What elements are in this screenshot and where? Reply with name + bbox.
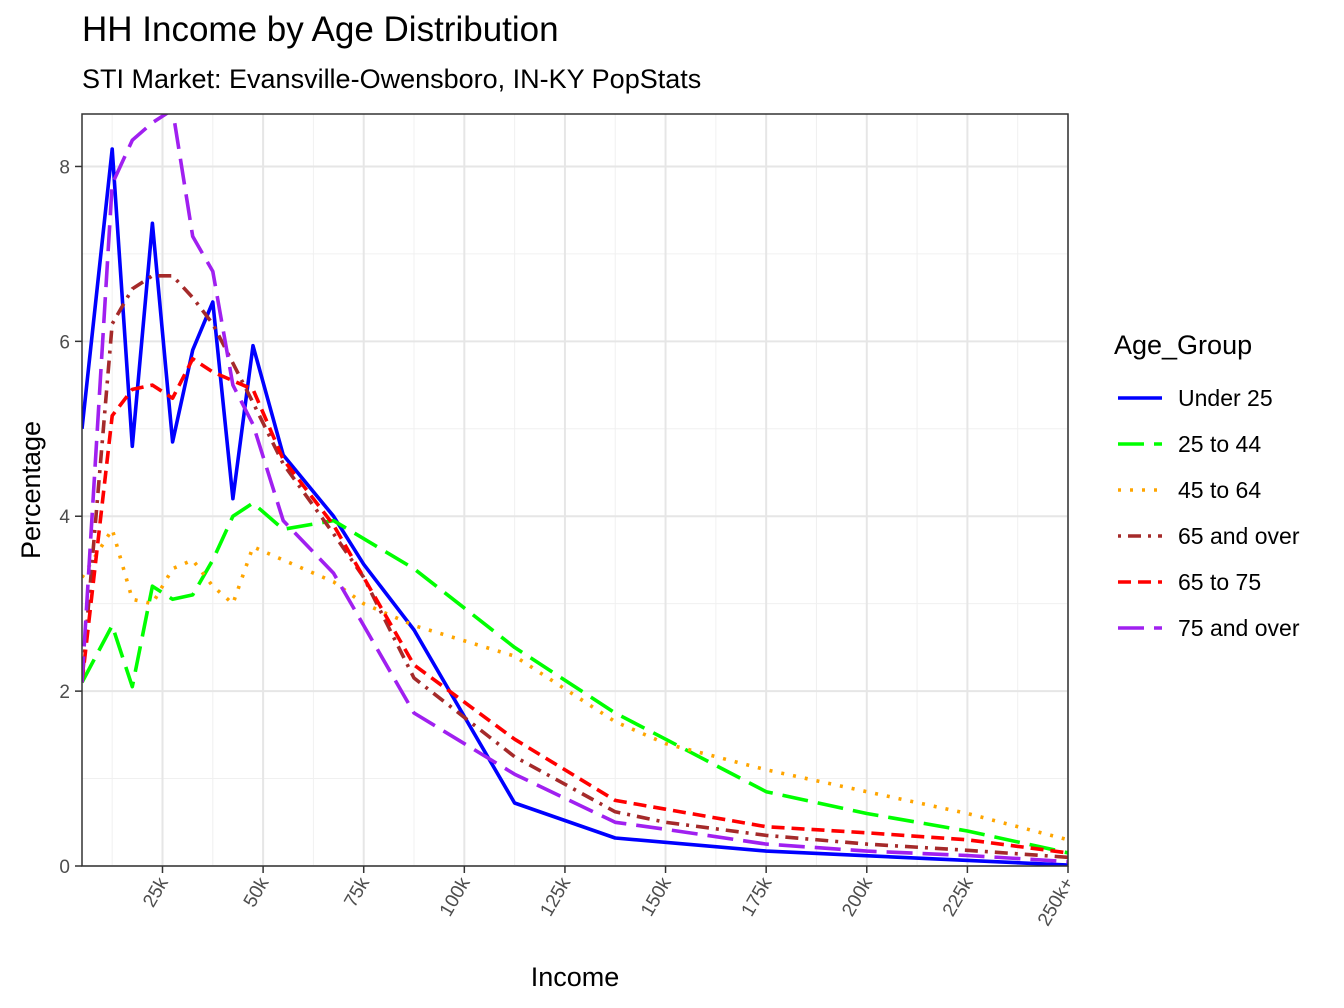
x-tick-label: 225k bbox=[939, 874, 978, 921]
x-tick-label: 50k bbox=[240, 874, 274, 911]
legend-key bbox=[1118, 580, 1162, 584]
legend-item: Under 25 bbox=[1114, 375, 1299, 421]
y-tick-label: 6 bbox=[59, 332, 70, 353]
y-axis: 0 2 4 6 8 bbox=[59, 157, 82, 878]
legend-key bbox=[1118, 442, 1162, 446]
legend-key bbox=[1118, 396, 1162, 400]
legend-key bbox=[1118, 534, 1162, 538]
y-tick-label: 4 bbox=[59, 507, 70, 528]
x-tick-label: 175k bbox=[738, 874, 777, 921]
y-tick-label: 2 bbox=[59, 682, 70, 703]
x-tick-label: 250k+ bbox=[1034, 874, 1078, 930]
legend-item: 65 and over bbox=[1114, 513, 1299, 559]
legend-label: 75 and over bbox=[1178, 614, 1300, 641]
plot-border bbox=[81, 113, 1069, 867]
legend: Age_Group Under 25 25 to 44 45 to 64 65 and… bbox=[1114, 330, 1299, 651]
x-tick-label: 125k bbox=[536, 874, 575, 921]
legend-key bbox=[1118, 488, 1162, 492]
legend-label: 45 to 64 bbox=[1178, 476, 1262, 503]
x-tick-label: 200k bbox=[838, 874, 877, 921]
legend-item: 75 and over bbox=[1114, 605, 1299, 651]
x-axis: 25k 50k 75k 100k 125k 150k 175k 200k 225k 250k+ bbox=[139, 866, 1078, 930]
legend-label: Under 25 bbox=[1178, 384, 1273, 411]
legend-title: Age_Group bbox=[1114, 330, 1253, 360]
x-tick-label: 100k bbox=[436, 874, 475, 921]
y-tick-label: 0 bbox=[59, 857, 70, 878]
series-lines bbox=[82, 114, 1068, 866]
legend-key bbox=[1118, 626, 1162, 630]
x-axis-title: Income bbox=[531, 962, 620, 992]
y-tick-label: 8 bbox=[59, 157, 70, 178]
y-axis-title: Percentage bbox=[16, 421, 46, 559]
x-tick-label: 75k bbox=[341, 874, 375, 911]
series-line-65-to-75 bbox=[82, 357, 1068, 855]
legend-item: 25 to 44 bbox=[1114, 421, 1299, 467]
chart-subtitle: STI Market: Evansville-Owensboro, IN-KY … bbox=[82, 64, 702, 94]
legend-item: 65 to 75 bbox=[1114, 559, 1299, 605]
series-line-65-and-over bbox=[82, 274, 1068, 860]
x-tick-label: 150k bbox=[637, 874, 676, 921]
x-tick-label: 25k bbox=[139, 874, 173, 911]
legend-item: 45 to 64 bbox=[1114, 467, 1299, 513]
series-line-75-and-over bbox=[82, 114, 1068, 864]
plot-background bbox=[82, 114, 1068, 866]
series-line-under-25 bbox=[82, 147, 1068, 866]
legend-items: Under 25 25 to 44 45 to 64 65 and over 65 to… bbox=[1114, 375, 1299, 651]
legend-label: 65 and over bbox=[1178, 522, 1300, 549]
series-line-45-to-64 bbox=[82, 527, 1068, 842]
chart-title: HH Income by Age Distribution bbox=[82, 10, 559, 49]
series-line-25-to-44 bbox=[82, 501, 1068, 855]
legend-label: 65 to 75 bbox=[1178, 568, 1262, 595]
legend-label: 25 to 44 bbox=[1178, 430, 1262, 457]
